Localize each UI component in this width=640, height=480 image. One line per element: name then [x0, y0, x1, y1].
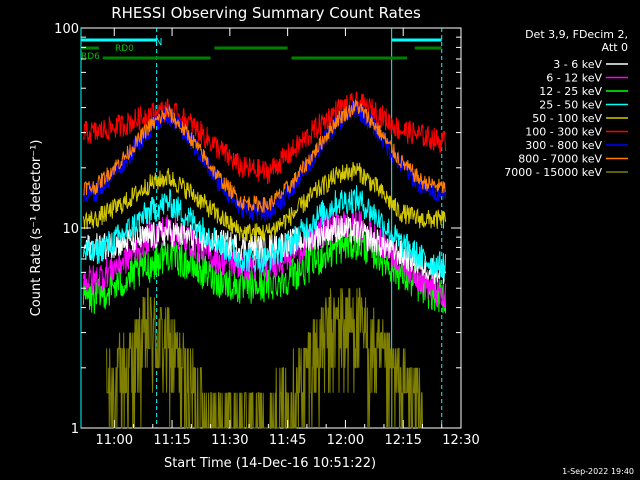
y-tick-label: 1	[71, 422, 79, 437]
series-line	[83, 99, 446, 213]
legend-entry-label: 50 - 100 keV	[532, 112, 602, 125]
legend-header-line-2: Att 0	[602, 41, 628, 54]
axis-ticks: 11:00 11:15 11:30 11:45 12:00 12:15 12:30 1 10 10…	[54, 22, 480, 448]
y-tick-label: 100	[54, 22, 79, 37]
x-tick-label: 12:00	[327, 433, 364, 448]
legend-header-line-1: Det 3,9, FDecim 2,	[525, 28, 628, 41]
series-line	[82, 225, 447, 314]
series-group	[82, 91, 447, 429]
legend-entry-label: 25 - 50 keV	[539, 99, 602, 112]
x-tick-label: 12:15	[384, 433, 421, 448]
legend-entry-label: 300 - 800 keV	[525, 139, 602, 152]
legend-entry-label: 3 - 6 keV	[553, 58, 602, 71]
rd0-flag-label: RD0	[115, 44, 134, 54]
n-flag-label: N	[155, 37, 162, 48]
footer-timestamp: 1-Sep-2022 19:40	[562, 467, 634, 476]
x-tick-label: 11:15	[153, 433, 190, 448]
series-line	[82, 91, 447, 185]
legend-entry-label: 100 - 300 keV	[525, 126, 602, 139]
x-axis-label: Start Time (14-Dec-16 10:51:22)	[164, 456, 376, 471]
chart-title: RHESSI Observing Summary Count Rates	[111, 4, 421, 22]
y-axis-label: Count Rate (s⁻¹ detector⁻¹)	[29, 140, 44, 317]
flag-bars: N RD0 RD6	[81, 37, 442, 62]
legend-entry-label: 12 - 25 keV	[539, 85, 602, 98]
rd6-flag-label: RD6	[81, 52, 100, 62]
series-line	[82, 184, 447, 279]
legend-entry-label: 6 - 12 keV	[546, 72, 602, 85]
plot-area: N RD0 RD6 11:00 11:15 11:30 11:45 12:00 12:15 12…	[54, 22, 480, 448]
series-line	[106, 287, 423, 429]
series-line	[82, 161, 447, 242]
legend-entry-label: 800 - 7000 keV	[518, 153, 602, 166]
legend-entry-label: 7000 - 15000 keV	[504, 166, 602, 179]
y-tick-label: 10	[62, 222, 79, 237]
x-tick-label: 11:00	[96, 433, 133, 448]
x-tick-label: 11:45	[269, 433, 306, 448]
x-tick-label: 12:30	[442, 433, 479, 448]
x-tick-label: 11:30	[211, 433, 248, 448]
